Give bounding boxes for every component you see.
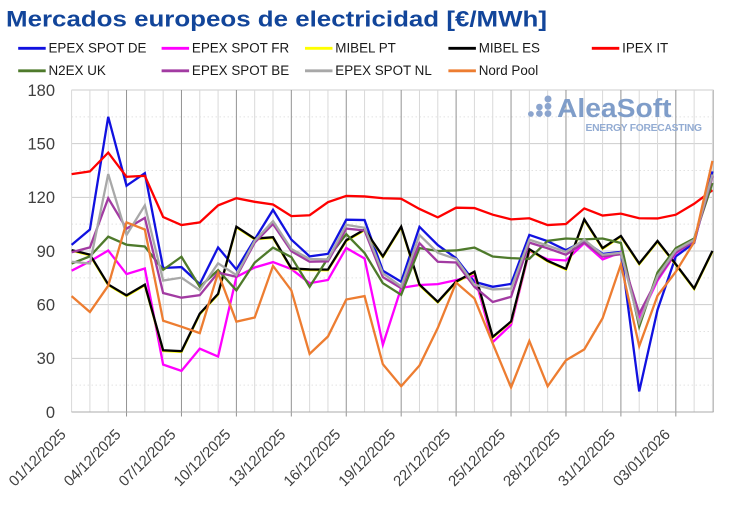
svg-text:EPEX SPOT FR: EPEX SPOT FR <box>192 41 290 56</box>
svg-text:90: 90 <box>37 243 55 261</box>
svg-text:EPEX SPOT DE: EPEX SPOT DE <box>49 41 147 56</box>
svg-text:IPEX IT: IPEX IT <box>622 41 668 56</box>
svg-text:0: 0 <box>46 404 55 422</box>
svg-text:MIBEL ES: MIBEL ES <box>479 41 540 56</box>
svg-text:Mercados europeos de electrici: Mercados europeos de electricidad [€/MWh… <box>6 6 547 31</box>
svg-text:AleaSoft: AleaSoft <box>557 95 672 123</box>
svg-text:180: 180 <box>27 82 55 100</box>
svg-text:EPEX SPOT BE: EPEX SPOT BE <box>192 63 289 78</box>
svg-text:MIBEL PT: MIBEL PT <box>335 41 396 56</box>
svg-text:Nord Pool: Nord Pool <box>479 63 539 78</box>
svg-text:120: 120 <box>27 189 55 207</box>
svg-text:60: 60 <box>37 296 55 314</box>
svg-text:EPEX SPOT NL: EPEX SPOT NL <box>335 63 432 78</box>
svg-text:N2EX UK: N2EX UK <box>49 63 106 78</box>
svg-text:150: 150 <box>27 135 55 153</box>
svg-text:30: 30 <box>37 350 55 368</box>
svg-text:ENERGY FORECASTING: ENERGY FORECASTING <box>586 123 703 134</box>
